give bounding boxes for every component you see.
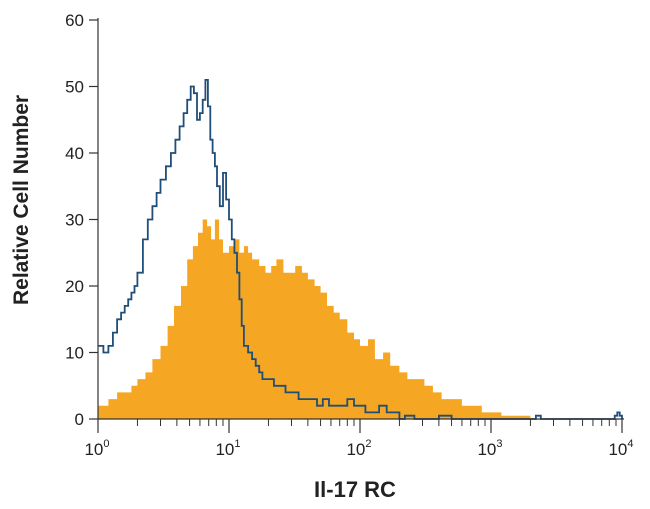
x-axis-title: Il-17 RC [314, 477, 396, 502]
plot-area [98, 79, 623, 420]
x-tick-label: 103 [477, 438, 502, 459]
y-tick-label: 50 [65, 78, 84, 97]
y-tick-label: 40 [65, 144, 84, 163]
y-tick-label: 20 [65, 277, 84, 296]
histogram-series-outline [98, 79, 623, 420]
y-tick-label: 30 [65, 211, 84, 230]
x-tick-label: 100 [84, 438, 109, 459]
y-axis-title: Relative Cell Number [10, 95, 33, 305]
axes: 0 10 20 30 40 50 60 100 101 102 103 104 [65, 11, 633, 459]
y-tick-label: 60 [65, 11, 84, 30]
histogram-series-filled [98, 219, 622, 419]
y-tick-label: 10 [65, 344, 84, 363]
x-tick-label: 104 [608, 438, 633, 459]
y-tick-label: 0 [75, 410, 84, 429]
x-tick-label: 101 [215, 438, 240, 459]
x-tick-label: 102 [346, 438, 371, 459]
